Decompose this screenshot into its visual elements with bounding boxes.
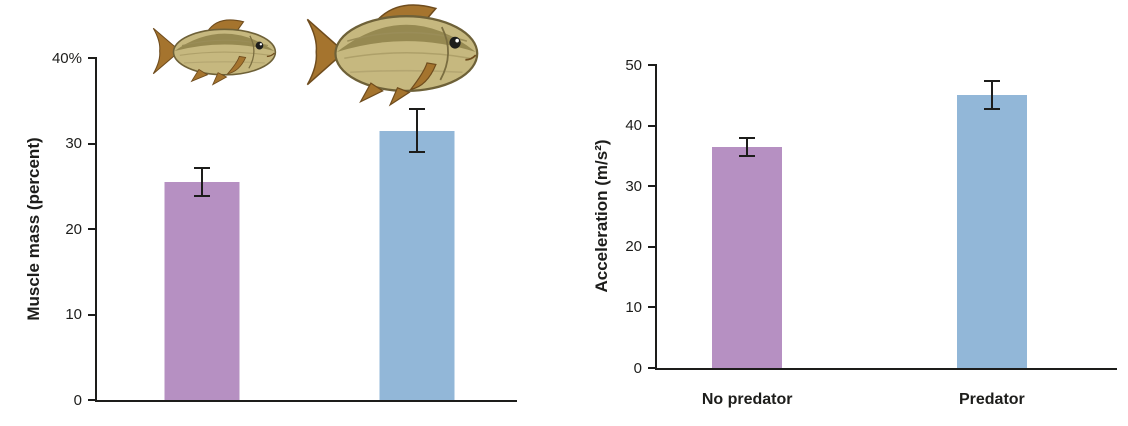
crucian-carp-shallow-body-illustration [148,12,286,90]
y-tick-label: 0 [633,359,642,377]
x-label-no-predator: No predator [701,391,793,408]
y-tick-mark [88,142,97,145]
y-tick-label: 40 [625,117,642,135]
y-tick-label: 10 [625,298,642,316]
x-label-predator: Predator [958,391,1025,408]
y-tick-30: 30 [625,178,657,194]
y-tick-label: 0 [73,391,82,409]
acceleration-plot-area: 0 10 20 30 40 50 No predator Predator [625,58,1117,408]
y-tick-mark [88,228,97,230]
error-bar-cap-bottom [409,150,426,153]
y-tick-label: 30 [625,177,642,195]
bar-no-predator [164,181,240,400]
y-tick-20: 20 [65,221,97,237]
y-tick-label: 50 [625,56,642,74]
y-tick-0: 0 [74,392,97,408]
y-tick-10: 10 [65,307,97,323]
error-bar-cap-top [983,80,1000,83]
error-bar-cap-top [739,137,756,140]
y-tick-20: 20 [625,239,657,255]
y-tick-mark [88,57,97,59]
y-tick-label: 10 [65,306,82,323]
y-tick-mark [648,185,657,188]
error-bar-cap-bottom [983,108,1000,111]
y-tick-mark [88,399,97,401]
y-tick-label: 20 [65,220,82,238]
y-tick-mark [648,245,657,248]
error-bar-line [201,167,203,197]
error-bar-cap-top [194,167,210,170]
bar-no-predator [712,146,783,368]
muscle-mass-y-axis-label: Muscle mass (percent) [24,137,43,321]
y-tick-40: 40 [625,118,657,134]
error-bar-line [746,137,749,157]
crucian-carp-deep-body-illustration [300,0,492,108]
error-bar-line [990,80,993,111]
y-tick-mark [88,313,97,316]
y-tick-mark [648,124,657,127]
error-bar-cap-bottom [739,154,756,157]
muscle-mass-plot-area: 0 10 20 30 40% [52,51,517,408]
y-tick-10: 10 [625,299,657,315]
y-tick-30: 30 [65,136,97,152]
y-tick-mark [648,367,657,369]
bar-predator [379,130,455,400]
y-tick-mark [648,306,657,309]
y-tick-label: 30 [65,135,82,152]
error-bar-no-predator [194,167,210,197]
bar-predator [956,95,1027,368]
y-tick-40: 40% [52,50,97,66]
y-tick-label: 40% [51,49,82,67]
error-bar-line [416,108,419,153]
y-tick-mark [648,64,657,66]
y-tick-0: 0 [634,360,657,376]
error-bar-cap-bottom [194,194,210,197]
y-tick-label: 20 [625,238,642,256]
error-bar-cap-top [409,108,426,111]
error-bar-predator [409,108,426,153]
error-bar-predator [983,80,1000,111]
y-tick-50: 50 [625,57,657,73]
error-bar-no-predator [739,137,756,157]
acceleration-y-axis-label: Acceleration (m/s²) [592,139,611,293]
